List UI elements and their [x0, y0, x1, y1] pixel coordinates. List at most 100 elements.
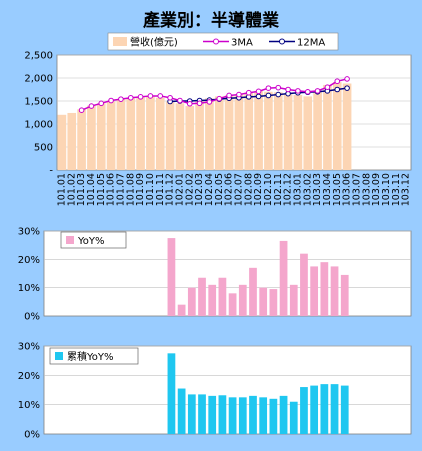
revenue-bar	[185, 106, 195, 170]
revenue-bar	[195, 101, 204, 170]
x-tick-label: 101.11	[155, 173, 166, 206]
y-tick-label: 20%	[18, 371, 40, 382]
yoy-bar	[208, 284, 217, 316]
3ma-point	[226, 92, 232, 99]
12ma-point	[275, 91, 282, 98]
revenue-bar	[293, 95, 303, 170]
revenue-bar	[244, 92, 254, 170]
revenue-bar	[254, 90, 263, 170]
revenue-bar	[96, 103, 106, 170]
cum-yoy-bar	[289, 401, 298, 434]
3ma-point	[314, 88, 321, 94]
yoy-bar	[279, 240, 288, 316]
yoy-bar	[340, 274, 349, 316]
cum-yoy-bar	[187, 394, 196, 434]
revenue-bar	[264, 91, 273, 170]
y-tick-label: 0%	[24, 312, 40, 323]
yoy-bar	[289, 284, 298, 316]
cum-yoy-legend: 累積YoY%	[49, 347, 139, 365]
y-tick-label: -	[49, 166, 53, 177]
revenue-bar	[313, 91, 322, 170]
3ma-point	[118, 96, 124, 102]
x-tick-label: 102.06	[224, 173, 235, 206]
plot-area-revenue	[56, 54, 412, 171]
revenue-bar	[57, 114, 67, 170]
12ma-point	[344, 85, 350, 91]
yoy-bar	[198, 277, 206, 316]
y-tick-label: 0%	[24, 430, 40, 441]
revenue-bar	[342, 83, 352, 170]
y-tick-label: 10%	[18, 400, 40, 411]
cum-yoy-legend-frame	[49, 347, 139, 365]
x-tick-label: 103.02	[302, 173, 313, 206]
y-tick-label: 10%	[18, 283, 40, 294]
3ma-point	[285, 86, 291, 93]
cum-yoy-bar	[330, 384, 339, 434]
3ma-point	[206, 99, 213, 105]
x-tick-label: 101.03	[76, 173, 87, 206]
x-tick-label: 102.07	[233, 173, 244, 206]
3ma-point	[147, 93, 154, 99]
yoy-bar	[167, 238, 176, 316]
x-tick-label: 103.06	[342, 173, 353, 206]
y-tick-label: 1,000	[24, 120, 53, 131]
cum-yoy-bar	[218, 395, 227, 434]
x-tick-label: 101.06	[106, 173, 117, 206]
yoy-bar	[310, 266, 319, 316]
cum-yoy-bar	[228, 397, 237, 434]
revenue-bar	[175, 103, 185, 170]
x-tick-label: 102.04	[204, 173, 215, 206]
3ma-point	[108, 97, 114, 104]
revenue-bar	[116, 99, 126, 170]
yoy-bar	[238, 284, 247, 316]
x-tick-label: 102.09	[253, 173, 264, 206]
cum-yoy-bar	[177, 388, 186, 434]
cum-yoy-bar	[300, 387, 308, 434]
x-tick-label: 102.10	[263, 173, 274, 206]
cum-yoy-bar	[269, 398, 278, 434]
3ma-point	[245, 89, 252, 96]
yoy-legend-label: YoY%	[77, 236, 105, 247]
3ma-point	[137, 94, 144, 100]
cum-yoy-bar	[279, 395, 288, 434]
3ma-point	[255, 88, 262, 95]
3ma-point	[177, 97, 183, 104]
x-tick-label: 102.02	[184, 173, 195, 206]
x-tick-label: 103.01	[292, 173, 303, 206]
cum-yoy-bar	[249, 395, 257, 434]
cum-yoy-bar	[208, 395, 217, 434]
yoy-legend-frame	[60, 231, 127, 249]
y-tick-label: 500	[34, 143, 53, 154]
revenue-bar	[155, 97, 165, 170]
revenue-bar	[205, 98, 214, 170]
x-tick-label: 103.10	[381, 173, 392, 206]
3ma-point	[88, 103, 95, 109]
legend-label-revenue: 營收(億元)	[130, 36, 178, 49]
cum-yoy-bar	[167, 353, 176, 434]
revenue-bar	[67, 112, 77, 170]
3ma-point	[157, 93, 164, 99]
x-tick-label: 103.04	[322, 173, 333, 206]
x-tick-label: 101.02	[66, 173, 77, 206]
revenue-bar	[106, 101, 116, 170]
revenue-bar	[332, 82, 342, 170]
cum-yoy-bar	[310, 385, 319, 434]
yoy-bar	[187, 287, 196, 316]
x-tick-label: 101.12	[165, 173, 176, 206]
yoy-bar	[300, 253, 308, 316]
revenue-bar	[126, 98, 136, 170]
3ma-point	[265, 85, 272, 91]
3ma-line	[81, 78, 348, 111]
page-title: 產業別：半導體業	[143, 11, 279, 31]
yoy-bar	[218, 277, 227, 316]
cum-yoy-legend-label: 累積YoY%	[67, 350, 114, 363]
3ma-point	[196, 100, 203, 107]
x-tick-label: 102.05	[214, 173, 225, 206]
y-tick-label: 20%	[18, 255, 40, 266]
3ma-point	[167, 94, 173, 101]
12ma-point	[265, 92, 272, 99]
3ma-point	[216, 95, 223, 102]
revenue-bar	[224, 95, 234, 170]
cum-yoy-bar	[259, 397, 268, 434]
